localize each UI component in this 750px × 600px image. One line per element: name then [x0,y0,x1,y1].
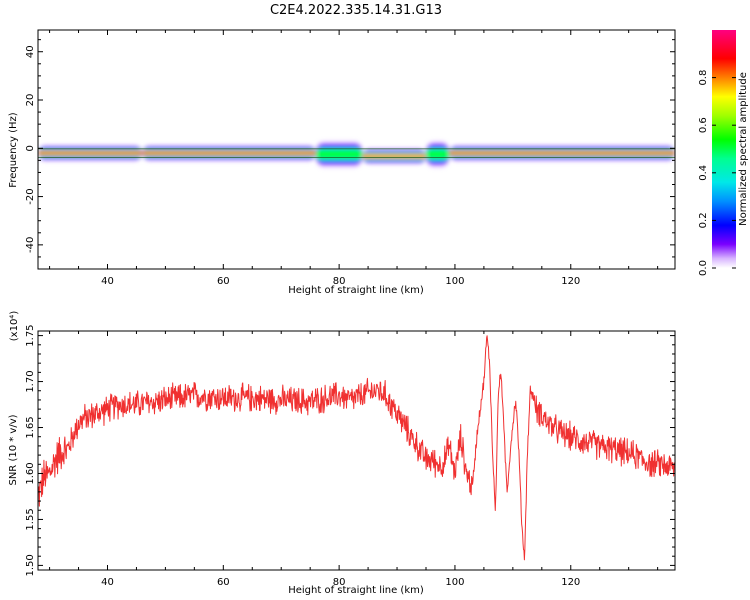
snr-x-tick-label: 80 [333,577,346,588]
spectrogram-y-tick-label: 0 [25,145,36,151]
colorbar: 0.0 0.2 0.4 0.6 0.8 Normalized spectral ampl… [698,30,749,276]
spectrogram-x-tick-label: 60 [217,276,230,287]
colorbar-tick-label: 0.2 [698,212,709,228]
spectrogram-band-segment [142,152,316,155]
snr-x-axis-label: Height of straight line (km) [288,585,424,596]
colorbar-label: Normalized spectral amplitude [738,72,749,226]
snr-axes-frame [37,330,676,571]
spectrogram-y-ticks: -40 -20 0 20 40 [25,39,675,258]
spectrogram-x-axis-label: Height of straight line (km) [288,285,424,296]
snr-y-tick-label: 1.55 [25,508,36,530]
spectrogram-y-tick-label: -20 [25,188,36,204]
snr-y-tick-label: 1.65 [25,416,36,438]
colorbar-tick-label: 0.6 [698,117,709,133]
spectrogram-band-segment [315,149,363,160]
snr-x-tick-label: 120 [561,577,580,588]
snr-series-line [38,335,675,561]
spectrogram-x-tick-label: 120 [561,276,580,287]
snr-y-ticks: 1.50 1.55 1.60 1.65 1.70 1.75 [25,324,675,577]
snr-x-tick-label: 40 [101,577,114,588]
snr-x-tick-label: 60 [217,577,230,588]
spectrogram-y-tick-label: 40 [25,45,36,58]
spectrogram-y-tick-label: 20 [25,94,36,107]
spectrogram-y-tick-label: -40 [25,237,36,253]
colorbar-tick-label: 0.4 [698,165,709,181]
snr-y-axis-label: SNR (10 * v/v) [8,414,19,485]
spectrogram-x-tick-label: 40 [101,276,114,287]
snr-y-tick-label: 1.60 [25,462,36,484]
snr-y-tick-label: 1.50 [25,554,36,576]
figure-title: C2E4.2022.335.14.31.G13 [270,3,442,18]
spectrogram-x-ticks: 40 60 80 100 120 [49,30,659,287]
spectrogram-band-segment [425,149,450,160]
spectrogram-y-axis-label: Frequency (Hz) [8,112,19,188]
snr-x-tick-label: 100 [445,577,464,588]
spectrogram-axes-frame [37,29,676,270]
spectrogram-band [38,141,675,168]
colorbar-tick-label: 0.0 [698,260,709,276]
snr-y-tick-label: 1.75 [25,324,36,346]
snr-y-tick-label: 1.70 [25,370,36,392]
snr-x-ticks: 40 60 80 100 120 [49,331,659,588]
spectrogram-panel: 40 60 80 100 120 -40 -20 0 20 40 Height of strai… [8,29,676,296]
colorbar-tick-label: 0.8 [698,70,709,86]
spectrogram-band-segment [38,152,143,155]
spectrogram-x-tick-label: 80 [333,276,346,287]
spectrogram-band-layers [38,141,675,168]
colorbar-ticks: 0.0 0.2 0.4 0.6 0.8 [698,70,736,276]
snr-y-multiplier: (x10⁴) [9,311,20,342]
spectrogram-band-segment [449,152,675,155]
spectrogram-x-tick-label: 100 [445,276,464,287]
snr-panel: 40 60 80 100 120 1.50 1.55 1.60 1.65 1.70 1.75 He… [8,311,676,596]
colorbar-gradient [712,30,736,268]
